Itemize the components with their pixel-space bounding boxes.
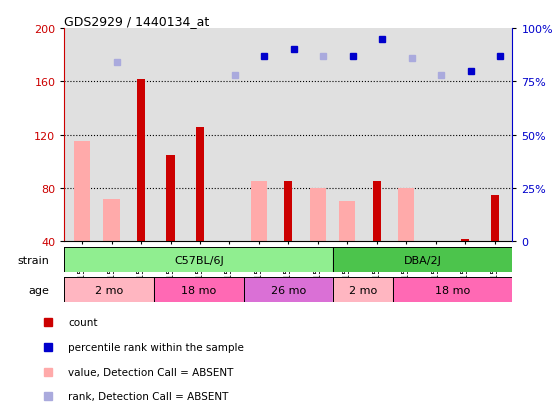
Text: value, Detection Call = ABSENT: value, Detection Call = ABSENT — [68, 367, 234, 377]
Text: C57BL/6J: C57BL/6J — [174, 255, 223, 265]
Text: GDS2929 / 1440134_at: GDS2929 / 1440134_at — [64, 15, 209, 28]
Bar — [339, 202, 356, 242]
Bar — [74, 142, 90, 242]
Bar — [333, 278, 393, 302]
Text: percentile rank within the sample: percentile rank within the sample — [68, 342, 244, 352]
Bar — [461, 239, 469, 242]
Bar — [284, 182, 292, 242]
Text: age: age — [29, 285, 49, 295]
Bar — [166, 155, 175, 242]
Text: 26 mo: 26 mo — [271, 285, 306, 295]
Bar — [64, 248, 333, 273]
Text: rank, Detection Call = ABSENT: rank, Detection Call = ABSENT — [68, 392, 228, 401]
Bar — [251, 182, 267, 242]
Bar — [64, 278, 154, 302]
Bar — [244, 278, 333, 302]
Text: 2 mo: 2 mo — [349, 285, 377, 295]
Text: DBA/2J: DBA/2J — [404, 255, 442, 265]
Bar — [104, 199, 120, 242]
Bar — [333, 248, 512, 273]
Bar — [196, 127, 204, 242]
Text: count: count — [68, 317, 98, 327]
Text: 2 mo: 2 mo — [95, 285, 123, 295]
Bar — [373, 182, 381, 242]
Text: 18 mo: 18 mo — [435, 285, 470, 295]
Bar — [310, 188, 326, 242]
Bar — [137, 79, 145, 242]
Bar — [154, 278, 244, 302]
Bar — [491, 195, 499, 242]
Text: 18 mo: 18 mo — [181, 285, 216, 295]
Bar — [393, 278, 512, 302]
Text: strain: strain — [17, 255, 49, 265]
Bar — [398, 188, 414, 242]
